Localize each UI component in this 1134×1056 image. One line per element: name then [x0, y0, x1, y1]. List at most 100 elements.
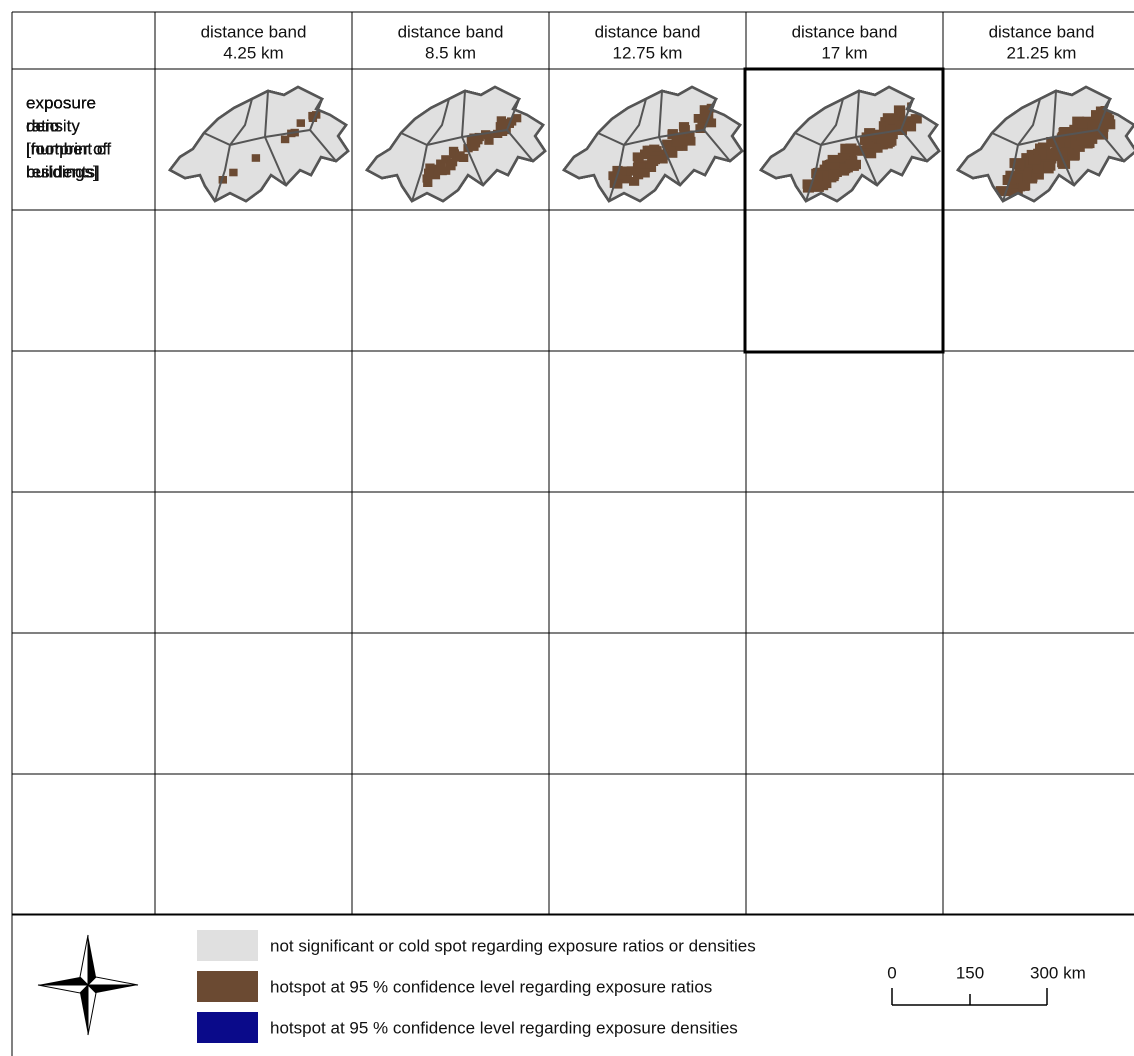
hotspot	[1068, 150, 1080, 160]
hotspot	[1004, 92, 1016, 102]
row-label: ratio	[26, 116, 59, 135]
hotspot	[1119, 95, 1131, 105]
hotspot	[1007, 88, 1019, 98]
hotspot	[631, 93, 641, 102]
hotspot	[913, 101, 924, 110]
hotspot	[1010, 97, 1022, 107]
hotspot	[1012, 98, 1024, 108]
hotspot	[820, 90, 831, 99]
compass	[38, 935, 138, 1035]
hotspot	[694, 114, 704, 123]
column-header: 12.75 km	[613, 43, 683, 62]
hotspot	[1119, 100, 1131, 110]
column-header: 4.25 km	[223, 43, 283, 62]
hotspot	[425, 164, 434, 172]
hotspot	[252, 154, 260, 162]
hotspot	[1013, 85, 1025, 95]
hotspot	[1013, 91, 1025, 101]
hotspot	[1117, 84, 1129, 94]
hotspot	[916, 97, 927, 106]
row-label: exposure	[26, 93, 96, 112]
hotspot	[840, 144, 851, 153]
hotspot	[883, 133, 894, 142]
hotspot	[1115, 95, 1127, 105]
hotspot	[1104, 85, 1116, 95]
hotspot	[640, 169, 650, 178]
hotspot	[1102, 83, 1114, 93]
hotspot	[633, 152, 643, 161]
legend-swatch	[197, 971, 258, 1002]
hotspot	[1014, 95, 1026, 105]
hotspot	[817, 89, 828, 98]
hotspot	[813, 99, 824, 108]
hotspot	[919, 94, 930, 103]
column-header: distance band	[398, 22, 504, 41]
map	[170, 87, 348, 201]
hotspot	[817, 94, 828, 103]
hotspot	[496, 122, 505, 130]
map	[564, 87, 742, 201]
hotspot	[1014, 87, 1026, 97]
figure: 0 150 300 km distance band 4.25 km distanc…	[0, 0, 1134, 1056]
hotspot	[471, 139, 480, 147]
column-header: distance band	[989, 22, 1095, 41]
hotspot	[918, 104, 929, 113]
hotspot	[634, 91, 644, 100]
hotspot	[1122, 90, 1134, 100]
hotspot	[673, 137, 683, 146]
hotspot	[297, 119, 305, 127]
hotspot	[1004, 100, 1016, 110]
hotspot	[905, 122, 916, 131]
scale-label: 150	[956, 963, 984, 982]
hotspot	[484, 137, 493, 145]
map	[761, 87, 939, 201]
hotspot	[643, 146, 653, 155]
legend-label: hotspot at 95 % confidence level regardi…	[270, 1018, 738, 1037]
hotspot	[911, 87, 922, 96]
map	[367, 87, 545, 201]
hotspot	[1029, 155, 1041, 165]
hotspot	[229, 169, 237, 177]
hotspot	[826, 89, 837, 98]
column-header: distance band	[595, 22, 701, 41]
column-header: distance band	[201, 22, 307, 41]
hotspot	[828, 170, 839, 179]
hotspot	[1033, 163, 1045, 173]
hotspot	[829, 91, 840, 100]
hotspot	[1003, 88, 1015, 98]
hotspot	[1003, 96, 1015, 106]
hotspot	[916, 89, 927, 98]
hotspot	[632, 90, 642, 99]
map	[958, 87, 1134, 201]
column-header: 8.5 km	[425, 43, 476, 62]
hotspot	[913, 98, 924, 107]
hotspot	[820, 87, 831, 96]
column-header: distance band	[792, 22, 898, 41]
row-label: residents]	[26, 162, 100, 181]
hotspot	[1125, 106, 1134, 116]
legend-swatch	[197, 930, 258, 961]
hotspot	[650, 155, 660, 164]
hotspot	[446, 162, 455, 170]
legend-label: not significant or cold spot regarding e…	[270, 936, 756, 955]
hotspot	[1006, 85, 1018, 95]
hotspot	[828, 88, 839, 97]
hotspot	[1030, 86, 1042, 96]
hotspot	[667, 149, 677, 158]
hotspot	[1043, 161, 1055, 171]
hotspot	[1010, 97, 1022, 107]
hotspot	[1116, 88, 1128, 98]
hotspot	[1000, 89, 1012, 99]
hotspot	[629, 177, 639, 186]
hotspot	[1035, 85, 1047, 95]
hotspot	[1013, 84, 1025, 94]
scale-label: 0	[887, 963, 896, 982]
legend-swatch	[197, 1012, 258, 1043]
hotspot	[823, 89, 834, 98]
hotspot	[627, 166, 637, 175]
hotspot	[916, 100, 927, 109]
hotspot	[814, 87, 825, 96]
hotspot	[685, 137, 695, 146]
scale-label: 300 km	[1030, 963, 1086, 982]
hotspot	[1078, 135, 1090, 145]
